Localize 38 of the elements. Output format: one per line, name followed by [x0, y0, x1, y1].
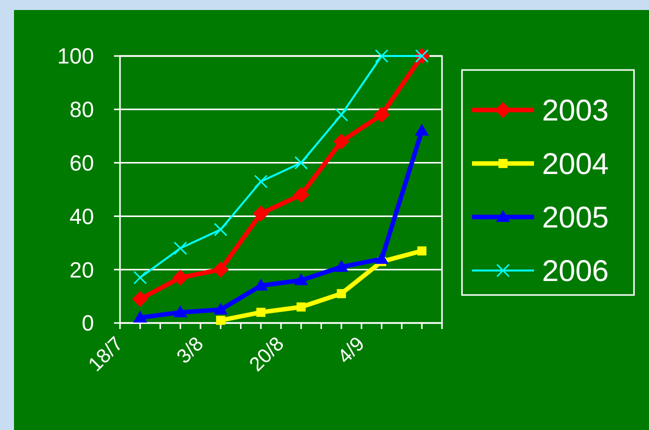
- point: [174, 241, 188, 255]
- point: [216, 316, 226, 325]
- legend-label: 2003: [542, 94, 609, 128]
- point: [293, 186, 310, 203]
- point: [133, 310, 148, 323]
- y-tick-label: 80: [70, 97, 94, 122]
- point: [333, 133, 350, 150]
- y-tick-label: 20: [70, 257, 94, 282]
- legend-label: 2006: [542, 255, 609, 288]
- y-tick-label: 60: [70, 150, 94, 176]
- point: [374, 49, 388, 63]
- point: [296, 302, 306, 312]
- point: [414, 124, 429, 136]
- point: [334, 260, 348, 272]
- point: [212, 262, 229, 278]
- point: [173, 305, 188, 318]
- point: [374, 106, 390, 123]
- legend-label: 2005: [542, 202, 609, 234]
- point: [254, 174, 268, 188]
- point: [133, 270, 147, 284]
- point: [256, 308, 266, 317]
- x-tick-label: 4/9: [334, 332, 370, 368]
- y-tick-label: 0: [82, 310, 94, 336]
- y-tick-label: 100: [57, 44, 94, 69]
- point: [334, 108, 348, 122]
- point: [214, 222, 228, 236]
- point: [214, 302, 228, 315]
- point: [294, 156, 308, 170]
- point: [132, 290, 148, 307]
- point: [294, 273, 308, 286]
- point: [417, 246, 426, 256]
- point: [252, 206, 269, 222]
- y-tick-label: 40: [70, 204, 94, 229]
- point: [374, 252, 389, 264]
- x-tick-label: 3/8: [172, 332, 208, 368]
- point: [336, 289, 346, 298]
- legend-label: 2004: [542, 148, 609, 181]
- point: [172, 270, 188, 286]
